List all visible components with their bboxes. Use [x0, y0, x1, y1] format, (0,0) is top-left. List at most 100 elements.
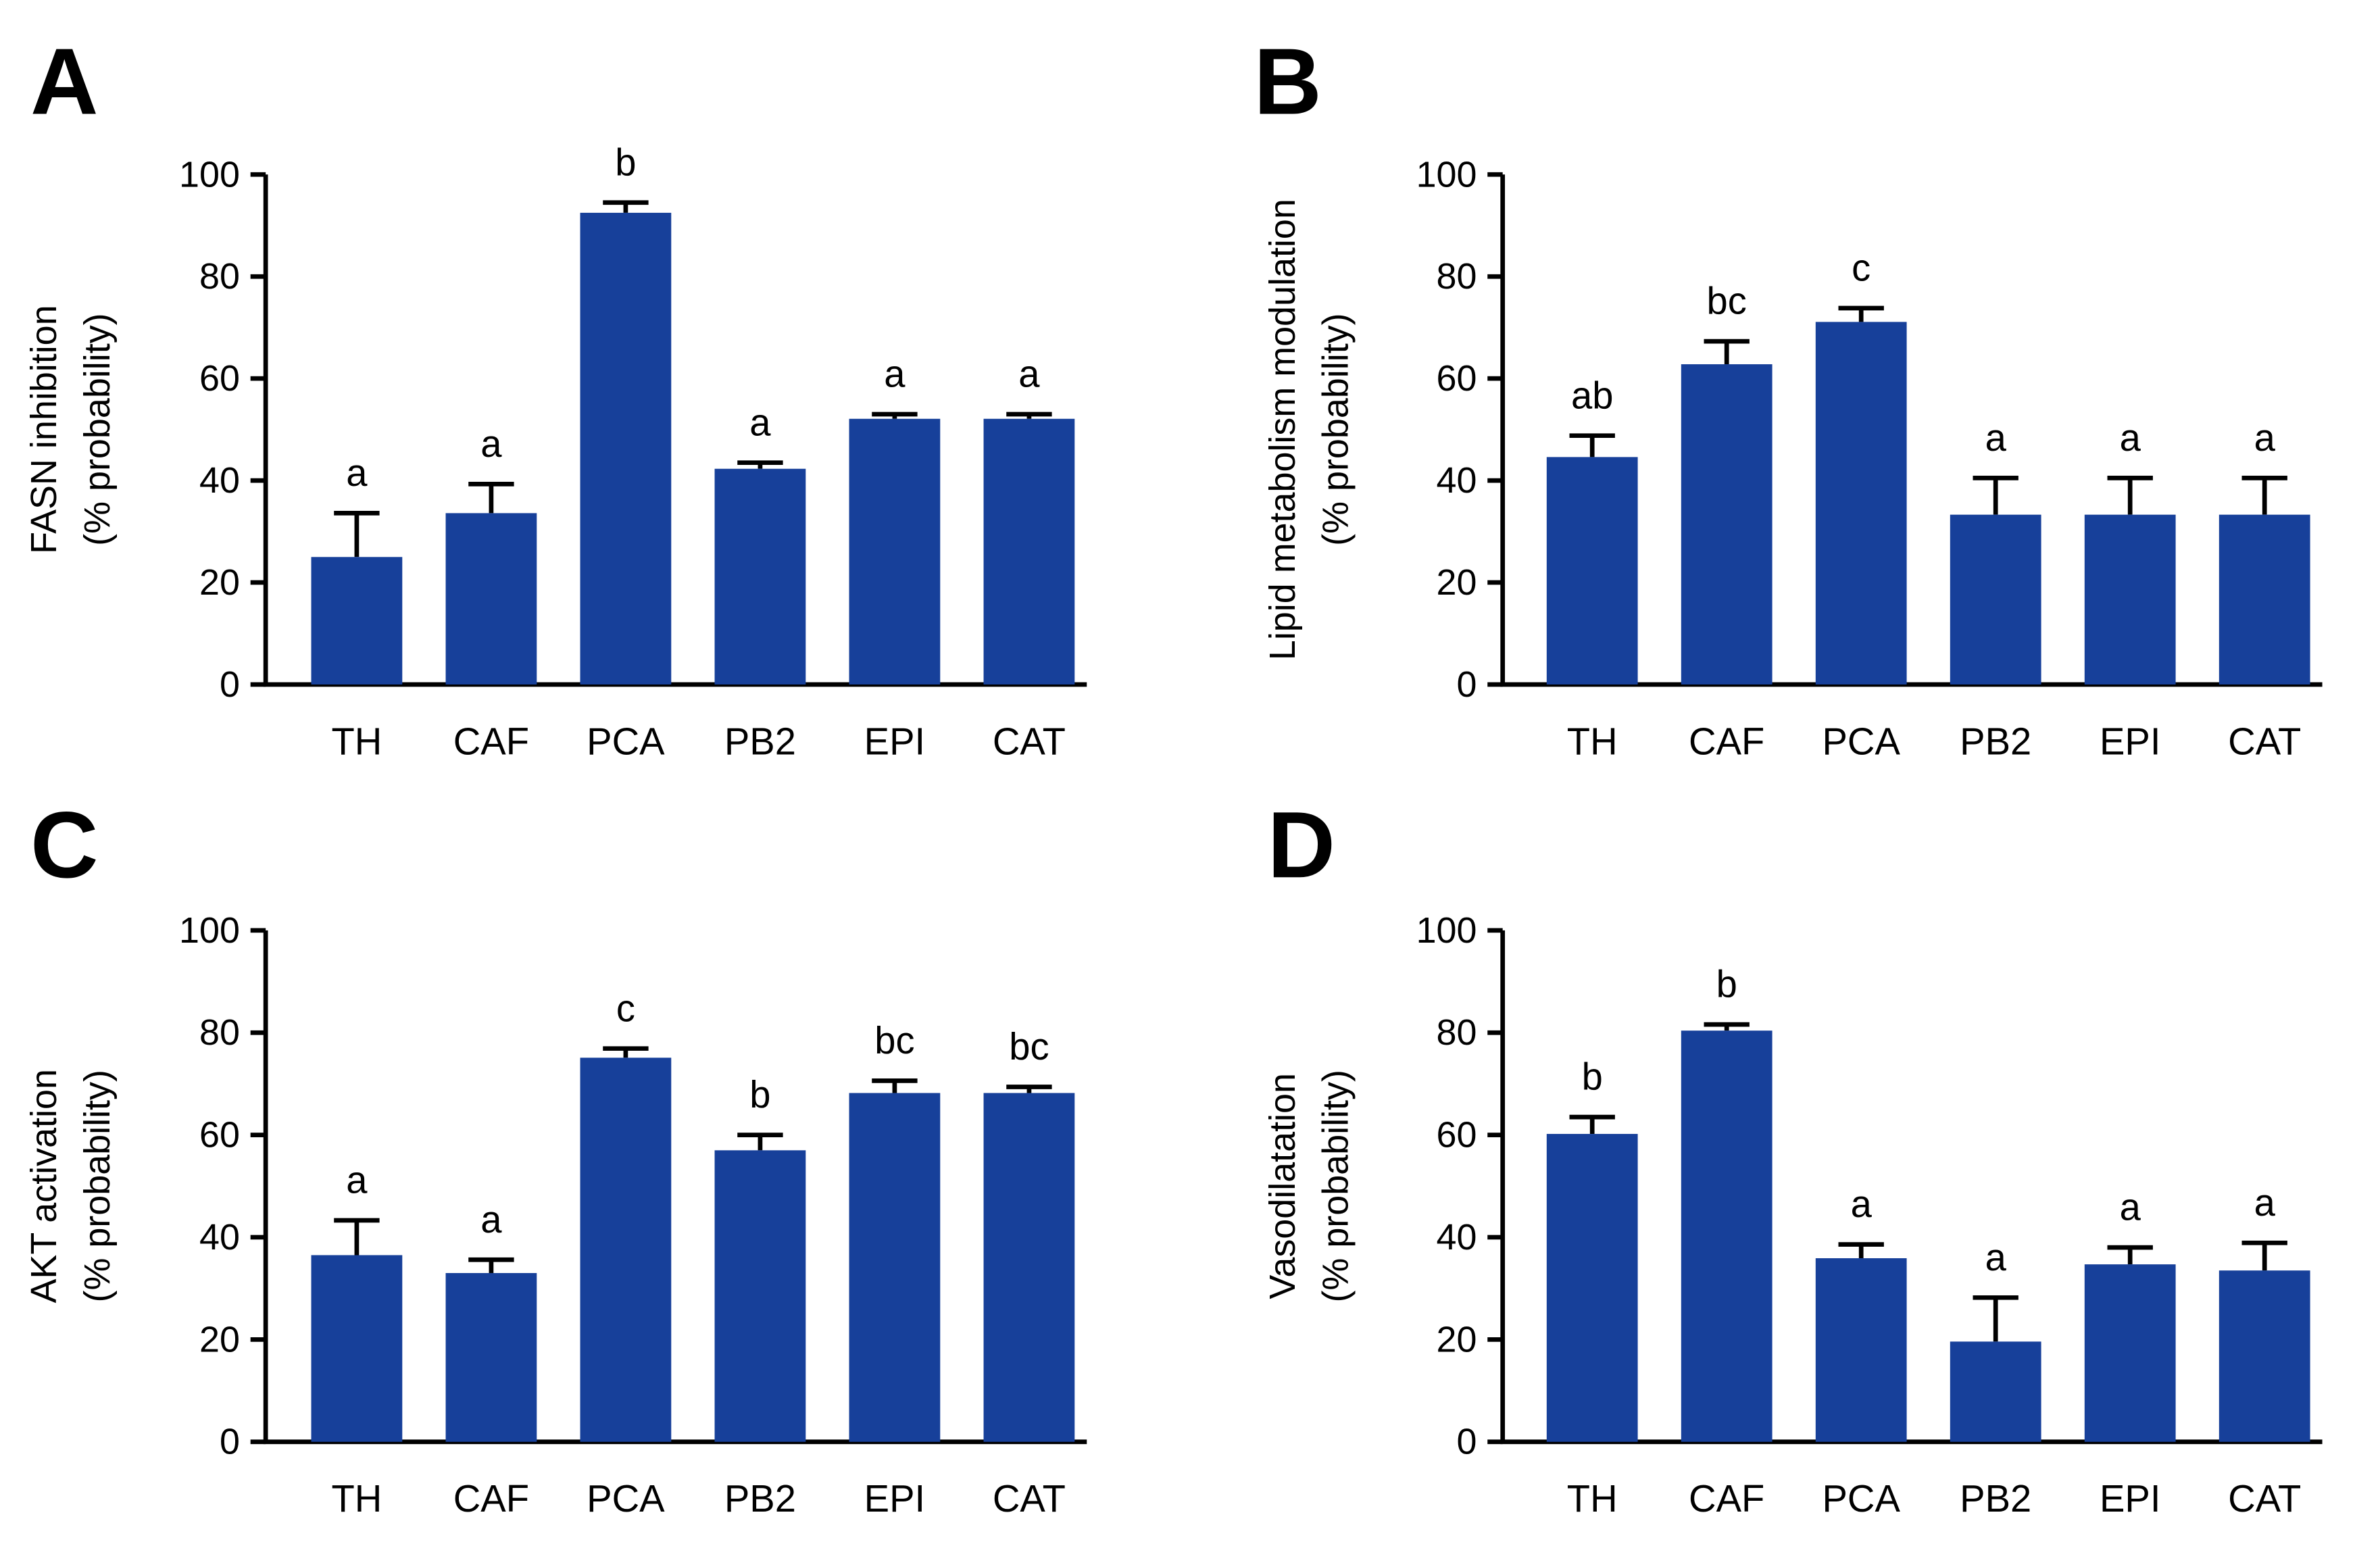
x-tick-label: PB2: [724, 720, 796, 762]
significance-letter: bc: [1707, 280, 1747, 322]
significance-letter: bc: [1009, 1025, 1049, 1068]
y-axis-label: (% probability): [1316, 1070, 1356, 1302]
y-axis-label: (% probability): [77, 313, 118, 545]
y-axis-label: (% probability): [77, 1070, 118, 1302]
significance-letter: b: [1716, 963, 1737, 1005]
significance-letter: b: [749, 1073, 770, 1116]
bar-cat: [2218, 514, 2310, 685]
bar-pca: [1815, 1258, 1907, 1442]
y-tick-label: 40: [1437, 460, 1477, 501]
significance-letter: c: [616, 987, 635, 1029]
x-tick-label: TH: [1567, 1477, 1618, 1520]
x-tick-label: CAT: [2228, 720, 2301, 762]
x-tick-label: CAT: [993, 720, 1066, 762]
significance-letter: a: [2120, 1186, 2141, 1228]
significance-letter: a: [884, 353, 906, 395]
x-tick-label: PCA: [1822, 1477, 1900, 1520]
x-tick-label: CAF: [1689, 1477, 1764, 1520]
x-tick-label: CAF: [453, 720, 529, 762]
bar-pb2: [714, 468, 806, 685]
panel-letter: C: [30, 792, 99, 897]
y-tick-label: 100: [179, 154, 240, 195]
y-tick-label: 80: [1437, 1012, 1477, 1053]
y-tick-label: 0: [220, 1422, 240, 1462]
bar-epi: [849, 1093, 941, 1442]
significance-letter: a: [1851, 1183, 1873, 1225]
y-tick-label: 100: [1416, 154, 1477, 195]
bar-pca: [1815, 322, 1907, 685]
panel-a: A FASN inhibition (% probability) 0 20 40 60 80…: [24, 28, 1087, 762]
significance-letter: a: [1985, 416, 2007, 459]
significance-letter: a: [2254, 1181, 2276, 1224]
panel-letter: D: [1268, 792, 1336, 897]
y-tick-label: 20: [1437, 1319, 1477, 1360]
bar-th: [311, 1255, 403, 1442]
y-tick-label: 20: [199, 1319, 240, 1360]
bar-cat: [2218, 1270, 2310, 1442]
y-tick-label: 100: [179, 910, 240, 951]
significance-letter: a: [346, 451, 368, 494]
y-tick-label: 0: [1457, 664, 1477, 705]
y-axis-label: Lipid metabolism modulation: [1262, 199, 1303, 660]
y-axis-label: FASN inhibition: [24, 305, 64, 553]
y-tick-label: 40: [199, 1217, 240, 1258]
y-axis-label: (% probability): [1316, 313, 1356, 545]
x-tick-label: EPI: [864, 720, 926, 762]
x-tick-label: PB2: [1960, 1477, 2031, 1520]
x-tick-label: PCA: [1822, 720, 1900, 762]
y-tick-label: 0: [220, 664, 240, 705]
bar-pb2: [1950, 1341, 2041, 1442]
y-tick-label: 20: [1437, 562, 1477, 603]
significance-letter: a: [1985, 1236, 2007, 1278]
panel-b: B Lipid metabolism modulation (% probabili…: [1254, 28, 2323, 762]
x-tick-label: PCA: [587, 1477, 665, 1520]
significance-letter: a: [2120, 416, 2141, 459]
bar-epi: [2084, 514, 2176, 685]
y-tick-label: 40: [1437, 1217, 1477, 1258]
bar-caf: [1681, 364, 1772, 685]
bar-caf: [1681, 1030, 1772, 1442]
y-tick-label: 0: [1457, 1422, 1477, 1462]
bar-th: [311, 557, 403, 685]
y-tick-label: 60: [1437, 358, 1477, 399]
x-tick-label: PCA: [587, 720, 665, 762]
bar-pb2: [714, 1150, 806, 1442]
panel-c: C AKT activation (% probability) 0 20 40 60 80 1…: [24, 792, 1087, 1520]
y-tick-label: 100: [1416, 910, 1477, 951]
y-tick-label: 80: [1437, 256, 1477, 297]
y-axis-label: AKT activation: [24, 1069, 64, 1303]
y-axis-label: Vasodilatation: [1262, 1073, 1303, 1299]
significance-letter: a: [480, 1198, 502, 1241]
y-tick-label: 60: [199, 1115, 240, 1155]
y-tick-label: 80: [199, 1012, 240, 1053]
significance-letter: a: [749, 401, 771, 443]
significance-letter: a: [480, 422, 502, 465]
x-tick-label: CAF: [1689, 720, 1764, 762]
y-tick-label: 20: [199, 562, 240, 603]
x-tick-label: PB2: [724, 1477, 796, 1520]
panel-d: D Vasodilatation (% probability) 0 20 40 60 80 1…: [1262, 792, 2323, 1520]
bar-cat: [983, 1093, 1075, 1442]
significance-letter: c: [1852, 247, 1870, 289]
x-tick-label: EPI: [2100, 720, 2161, 762]
x-tick-label: PB2: [1960, 720, 2031, 762]
bar-th: [1546, 457, 1638, 685]
x-tick-label: CAT: [2228, 1477, 2301, 1520]
y-tick-label: 40: [199, 460, 240, 501]
bar-caf: [445, 1272, 537, 1442]
y-tick-label: 80: [199, 256, 240, 297]
x-tick-label: TH: [1567, 720, 1618, 762]
bar-epi: [2084, 1264, 2176, 1442]
x-tick-label: EPI: [864, 1477, 926, 1520]
bar-pca: [580, 1058, 672, 1442]
y-tick-label: 60: [1437, 1115, 1477, 1155]
x-tick-label: CAF: [453, 1477, 529, 1520]
y-tick-label: 60: [199, 358, 240, 399]
panel-letter: A: [30, 28, 99, 134]
x-tick-label: TH: [331, 720, 382, 762]
panel-letter: B: [1254, 28, 1322, 134]
x-tick-label: EPI: [2100, 1477, 2161, 1520]
significance-letter: b: [615, 141, 636, 183]
x-tick-label: TH: [331, 1477, 382, 1520]
